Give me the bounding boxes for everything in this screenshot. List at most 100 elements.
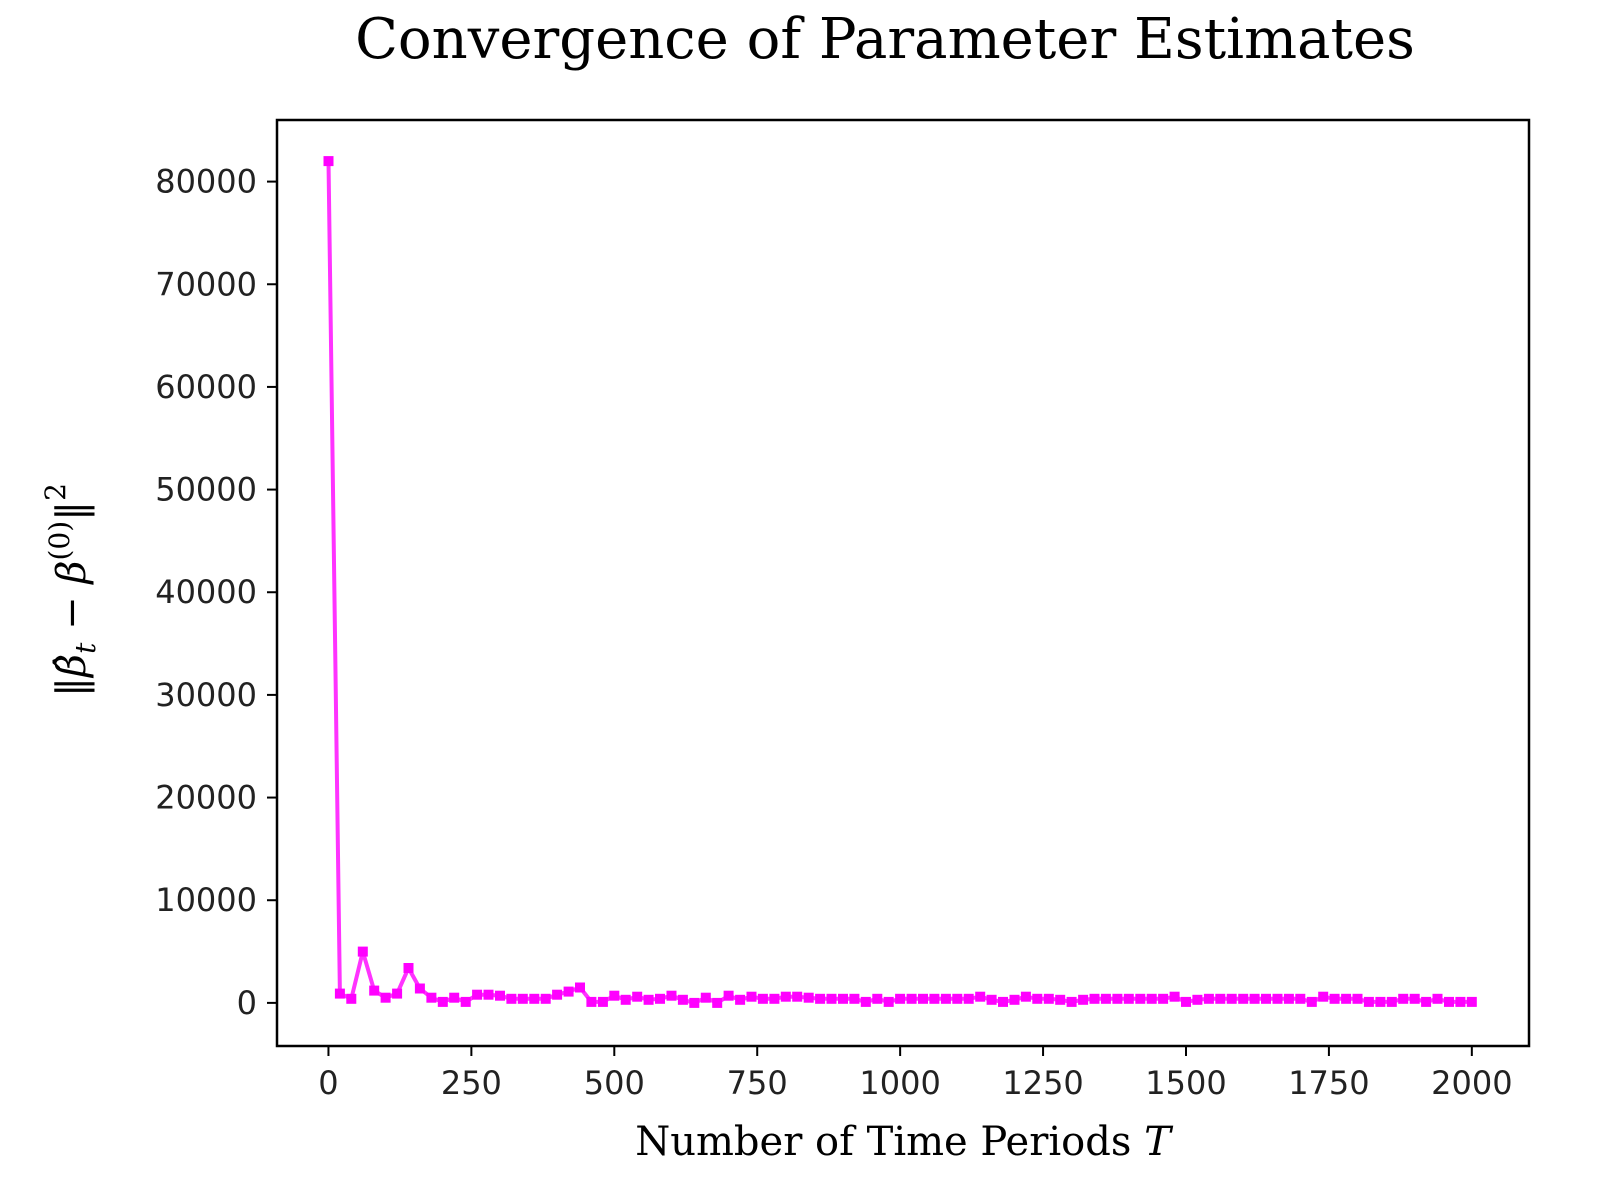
series-point bbox=[1375, 996, 1386, 1007]
series-point bbox=[1123, 993, 1134, 1004]
series-point bbox=[712, 997, 723, 1008]
series-point bbox=[1398, 993, 1409, 1004]
series-point bbox=[472, 989, 483, 1000]
series-point bbox=[1146, 993, 1157, 1004]
y-label-beta: β bbox=[49, 561, 95, 586]
series-point bbox=[483, 989, 494, 1000]
series-point bbox=[1032, 993, 1043, 1004]
y-axis-label: ‖β̂t − β(0)‖2 bbox=[39, 483, 102, 697]
y-label-sup-2: 2 bbox=[39, 483, 72, 501]
series-point bbox=[1238, 993, 1249, 1004]
series-point bbox=[437, 996, 448, 1007]
x-tick-label: 500 bbox=[584, 1064, 645, 1102]
series-point bbox=[1466, 996, 1477, 1007]
y-label-norm-close: ‖ bbox=[49, 501, 95, 521]
series-point bbox=[380, 992, 391, 1003]
series-point bbox=[700, 992, 711, 1003]
y-tick-label: 70000 bbox=[155, 265, 257, 303]
series-point bbox=[597, 996, 608, 1007]
series-point bbox=[369, 985, 380, 996]
x-tick-label: 750 bbox=[727, 1064, 788, 1102]
series-point bbox=[1020, 991, 1031, 1002]
series-point bbox=[1306, 996, 1317, 1007]
series-point bbox=[1078, 994, 1089, 1005]
series-point bbox=[723, 990, 734, 1001]
x-axis: 0 250 500 750 1000 1250 1500 1750 2000 bbox=[318, 1046, 1513, 1102]
series-point bbox=[495, 990, 505, 1001]
series-point bbox=[552, 989, 563, 1000]
series-point bbox=[860, 996, 871, 1007]
series-point bbox=[952, 993, 963, 1004]
series-point bbox=[506, 993, 517, 1004]
series-point bbox=[563, 986, 574, 997]
series-point bbox=[746, 991, 757, 1002]
series-point bbox=[1352, 993, 1363, 1004]
series-point bbox=[1135, 993, 1146, 1004]
series-point bbox=[803, 992, 814, 1003]
y-tick-label: 0 bbox=[237, 984, 257, 1022]
series-point bbox=[1249, 993, 1260, 1004]
series-point bbox=[735, 994, 746, 1005]
y-label-minus: − bbox=[49, 584, 95, 643]
series-point bbox=[1283, 993, 1294, 1004]
series-point bbox=[883, 996, 894, 1007]
series-point bbox=[975, 991, 986, 1002]
y-label-sup-0: (0) bbox=[43, 521, 76, 561]
y-tick-label: 40000 bbox=[155, 573, 257, 611]
series-point bbox=[940, 993, 951, 1004]
series-point bbox=[769, 993, 780, 1004]
chart-title: Convergence of Parameter Estimates bbox=[355, 7, 1415, 72]
x-tick-label: 1750 bbox=[1288, 1064, 1369, 1102]
series-point bbox=[575, 982, 585, 993]
series-point bbox=[792, 991, 803, 1002]
series-point bbox=[1341, 993, 1352, 1004]
series-point bbox=[586, 996, 597, 1007]
series-point bbox=[517, 993, 528, 1004]
series-point bbox=[1203, 993, 1214, 1004]
series-point bbox=[757, 993, 768, 1004]
series-point bbox=[1192, 994, 1203, 1005]
series-point bbox=[460, 996, 471, 1007]
y-tick-label: 20000 bbox=[155, 779, 257, 817]
series-point bbox=[1409, 993, 1420, 1004]
series-point bbox=[838, 993, 848, 1004]
x-tick-label: 1000 bbox=[859, 1064, 940, 1102]
series-point bbox=[1432, 993, 1443, 1004]
y-label-norm-open: ‖ bbox=[49, 677, 95, 697]
series-point bbox=[1455, 996, 1466, 1007]
series-point bbox=[849, 993, 860, 1004]
x-axis-label-var: T bbox=[1144, 1119, 1174, 1165]
series-point bbox=[655, 993, 665, 1004]
series-point bbox=[1261, 993, 1271, 1004]
series-point bbox=[357, 946, 368, 957]
series-point bbox=[1043, 993, 1054, 1004]
x-axis-label: Number of Time Periods T bbox=[635, 1119, 1174, 1165]
series-point bbox=[449, 992, 460, 1003]
y-tick-label: 30000 bbox=[155, 676, 257, 714]
series-point bbox=[677, 994, 688, 1005]
series-point bbox=[780, 991, 791, 1002]
series-point bbox=[1181, 996, 1191, 1007]
series-point bbox=[1089, 993, 1100, 1004]
y-tick-label: 10000 bbox=[155, 881, 257, 919]
series-point bbox=[1066, 996, 1077, 1007]
series-point bbox=[334, 988, 345, 999]
series-point bbox=[895, 993, 906, 1004]
y-tick-label: 80000 bbox=[155, 163, 257, 201]
series-point bbox=[632, 991, 643, 1002]
series-points bbox=[323, 156, 1477, 1008]
series-point bbox=[815, 993, 826, 1004]
series-point bbox=[986, 994, 997, 1005]
series-point bbox=[426, 992, 437, 1003]
series-point bbox=[666, 990, 677, 1001]
series-point bbox=[1318, 991, 1329, 1002]
x-tick-label: 0 bbox=[318, 1064, 338, 1102]
plot-frame bbox=[275, 118, 1531, 1048]
series-point bbox=[609, 990, 620, 1001]
series-point bbox=[1100, 993, 1111, 1004]
series-point bbox=[346, 993, 357, 1004]
x-tick-label: 1500 bbox=[1145, 1064, 1226, 1102]
series-point bbox=[1112, 993, 1123, 1004]
series-point bbox=[1421, 996, 1432, 1007]
